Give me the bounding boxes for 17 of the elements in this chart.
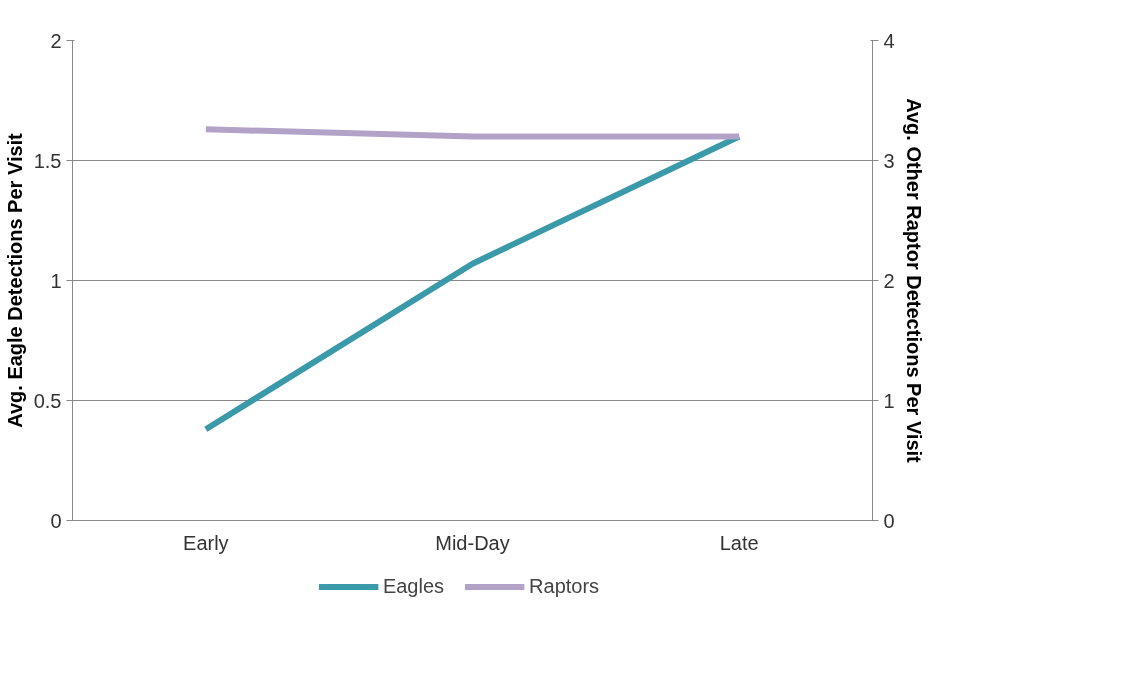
legend-label: Eagles [382, 574, 445, 598]
x-tick-label: Late [719, 531, 759, 554]
y-tick-label: 0.5 [33, 389, 62, 412]
y2-tick-label: 0 [883, 509, 895, 532]
y2-tick-label: 2 [883, 269, 895, 292]
y2-tick-label: 3 [883, 149, 895, 172]
y2-tick-label: 4 [883, 29, 895, 52]
y2-axis-title: Avg. Other Raptor Detections Per Visit [902, 98, 925, 464]
y2-tick-label: 1 [883, 389, 895, 412]
y-tick-label: 0 [50, 509, 62, 532]
legend-label: Raptors [529, 574, 600, 598]
x-tick-label: Mid-Day [435, 531, 510, 554]
y-axis-title: Avg. Eagle Detections Per Visit [3, 132, 26, 428]
x-tick-label: Early [183, 531, 229, 554]
y-tick-label: 2 [50, 29, 62, 52]
y-tick-label: 1 [50, 269, 62, 292]
y-tick-label: 1.5 [33, 149, 62, 172]
